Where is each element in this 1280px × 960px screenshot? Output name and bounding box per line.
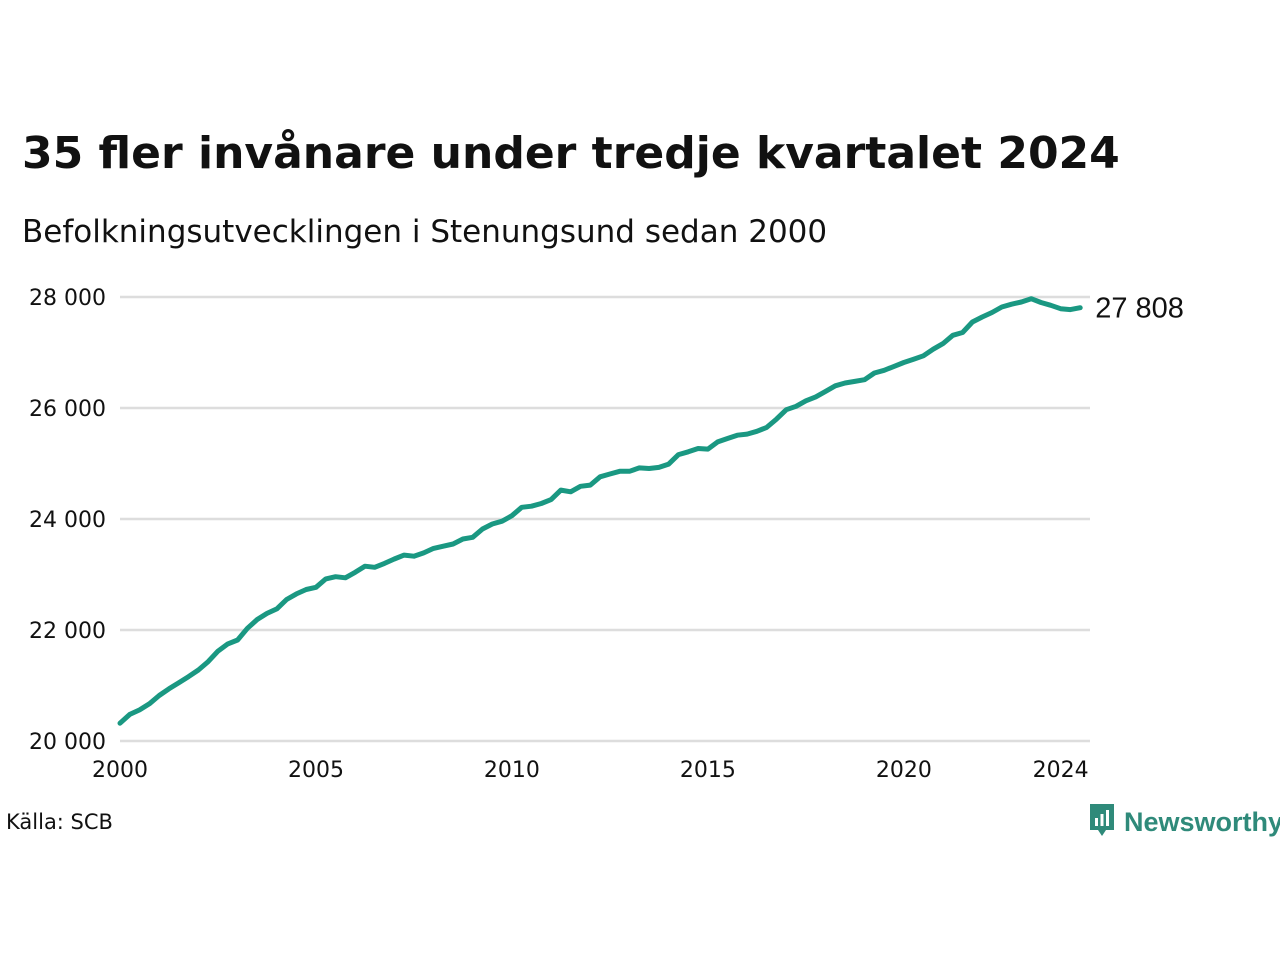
y-tick-label: 20 000 <box>29 730 106 755</box>
end-value-label: 27 808 <box>1095 293 1184 325</box>
brand-name: Newsworthy <box>1124 806 1280 837</box>
chart-title: 35 fler invånare under tredje kvartalet … <box>22 128 1120 179</box>
y-axis-ticks: 20 000 22 000 24 000 26 000 28 000 <box>29 286 106 755</box>
chart-subtitle: Befolkningsutvecklingen i Stenungsund se… <box>22 214 828 250</box>
y-tick-label: 26 000 <box>29 397 106 422</box>
population-line <box>117 296 1083 726</box>
brand-logo: Newsworthy <box>1088 803 1280 841</box>
y-tick-label: 22 000 <box>29 619 106 644</box>
y-tick-label: 28 000 <box>29 286 106 311</box>
x-tick-label: 2005 <box>288 758 344 783</box>
x-tick-label: 2024 <box>1033 758 1089 783</box>
gridlines <box>120 295 1090 743</box>
x-tick-label: 2020 <box>876 758 932 783</box>
y-tick-label: 24 000 <box>29 508 106 533</box>
newsworthy-logo-icon <box>1088 802 1116 842</box>
x-axis-ticks: 2000 2005 2010 2015 2020 2024 <box>92 758 1089 783</box>
x-tick-label: 2010 <box>484 758 540 783</box>
x-tick-label: 2015 <box>680 758 736 783</box>
x-tick-label: 2000 <box>92 758 148 783</box>
source-note: Källa: SCB <box>6 810 113 834</box>
